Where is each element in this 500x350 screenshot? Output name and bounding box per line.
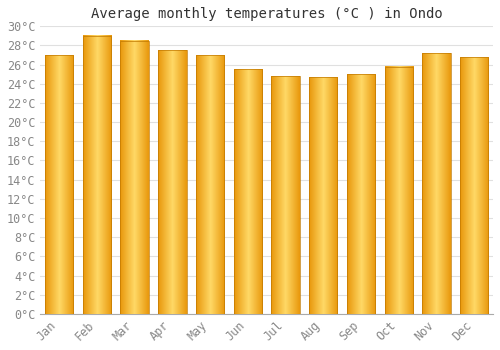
Title: Average monthly temperatures (°C ) in Ondo: Average monthly temperatures (°C ) in On…	[91, 7, 443, 21]
Bar	[272, 76, 299, 314]
Bar	[83, 36, 111, 314]
Bar	[45, 55, 74, 314]
Bar	[196, 55, 224, 314]
Bar	[234, 69, 262, 314]
Bar	[384, 66, 413, 314]
Bar	[460, 57, 488, 314]
Bar	[120, 41, 149, 314]
Bar	[347, 74, 375, 314]
Bar	[422, 53, 450, 314]
Bar	[309, 77, 338, 314]
Bar	[158, 50, 186, 314]
